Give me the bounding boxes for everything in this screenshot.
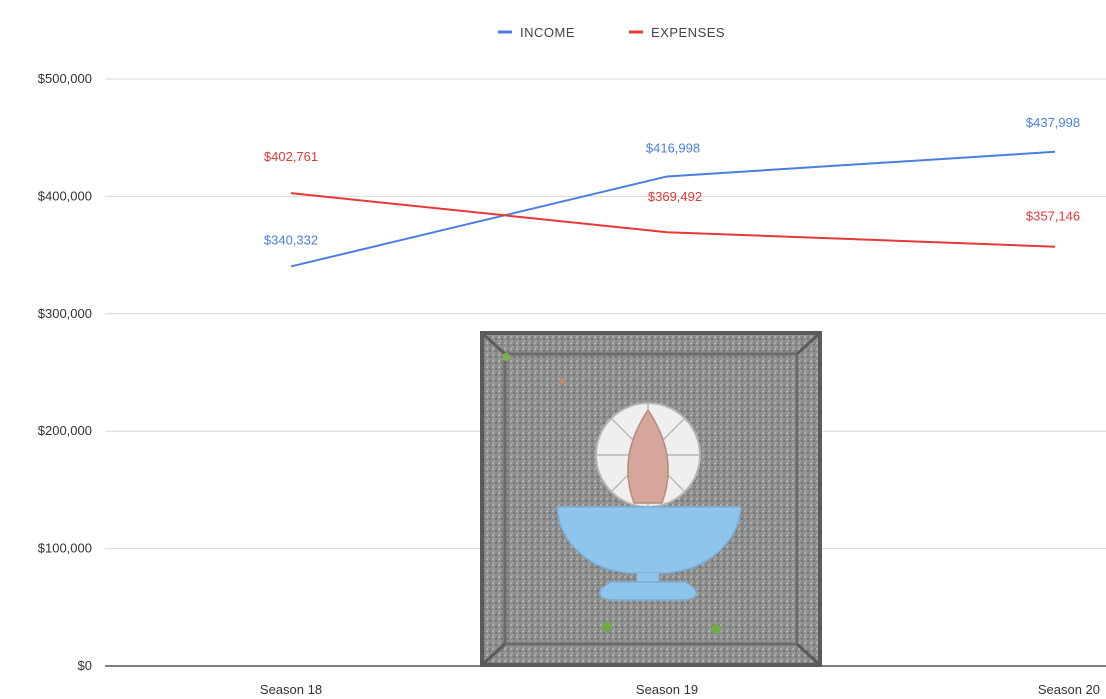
y-tick-label: $400,000 bbox=[38, 188, 92, 203]
y-axis-ticks: $0 $100,000 $200,000 $300,000 $400,000 $500,0… bbox=[38, 71, 92, 673]
legend-label: INCOME bbox=[520, 25, 575, 40]
flaming-chalice-mosaic-image bbox=[480, 331, 822, 667]
data-labels: $340,332 $416,998 $437,998 $402,761 $369,492… bbox=[264, 115, 1080, 248]
x-tick-label: Season 20 bbox=[1038, 682, 1100, 697]
legend: INCOME EXPENSES bbox=[498, 25, 725, 40]
y-tick-label: $200,000 bbox=[38, 423, 92, 438]
y-tick-label: $0 bbox=[78, 658, 92, 673]
data-label-expenses: $357,146 bbox=[1026, 209, 1080, 224]
x-tick-label: Season 18 bbox=[260, 682, 322, 697]
x-tick-label: Season 19 bbox=[636, 682, 698, 697]
data-label-expenses: $402,761 bbox=[264, 149, 318, 164]
y-tick-label: $300,000 bbox=[38, 306, 92, 321]
series-lines bbox=[290, 150, 1056, 268]
series-line-income bbox=[290, 150, 1056, 268]
data-label-income: $340,332 bbox=[264, 232, 318, 247]
legend-label: EXPENSES bbox=[651, 25, 725, 40]
data-label-income: $437,998 bbox=[1026, 115, 1080, 130]
data-label-expenses: $369,492 bbox=[648, 189, 702, 204]
data-label-income: $416,998 bbox=[646, 140, 700, 155]
y-tick-label: $100,000 bbox=[38, 541, 92, 556]
series-line-expenses bbox=[290, 192, 1056, 248]
y-tick-label: $500,000 bbox=[38, 71, 92, 86]
x-axis-ticks: Season 18 Season 19 Season 20 bbox=[260, 682, 1100, 697]
